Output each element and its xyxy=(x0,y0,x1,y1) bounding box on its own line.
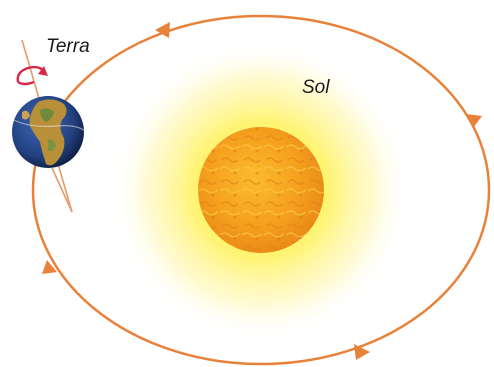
sun-surface-texture xyxy=(198,127,324,253)
rotation-arrow-icon xyxy=(16,65,48,86)
orbit-path xyxy=(31,14,491,366)
orbit-arrow-icon xyxy=(42,260,57,274)
orbit-arrow-icon xyxy=(155,22,170,38)
earth-axis-front xyxy=(51,167,73,213)
star-label: Sol xyxy=(302,77,330,98)
orbit-arrow-icon xyxy=(354,344,370,360)
earth xyxy=(12,96,84,168)
planet-label: Terra xyxy=(46,36,90,57)
orbit-arrow-icon xyxy=(466,114,482,128)
